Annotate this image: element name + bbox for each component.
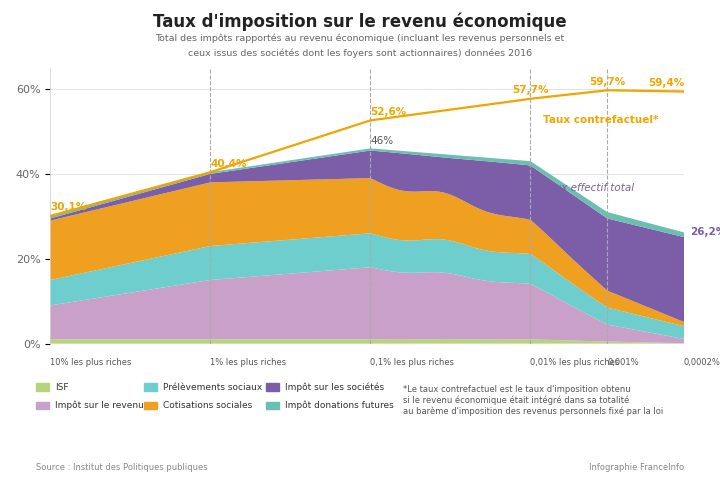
Text: 0,1% les plus riches: 0,1% les plus riches [370,359,454,367]
Text: *Le taux contrefactuel est le taux d'imposition obtenu
si le revenu économique é: *Le taux contrefactuel est le taux d'imp… [403,385,663,416]
Text: Total des impôts rapportés au revenu économique (incluant les revenus personnels: Total des impôts rapportés au revenu éco… [156,34,564,44]
Text: 57,7%: 57,7% [512,85,549,95]
Text: Cotisations sociales: Cotisations sociales [163,401,252,410]
Text: 1% les plus riches: 1% les plus riches [210,359,287,367]
Text: Impôt sur le revenu: Impôt sur le revenu [55,401,143,410]
Text: 0,001%: 0,001% [607,359,639,367]
Text: 40,4%: 40,4% [210,159,247,169]
Text: Taux effectif total: Taux effectif total [543,183,634,193]
Text: Prélèvements sociaux: Prélèvements sociaux [163,383,262,392]
Text: Source : Institut des Politiques publiques: Source : Institut des Politiques publiqu… [36,463,207,472]
Text: Infographie FranceInfo: Infographie FranceInfo [589,463,684,472]
Text: 59,7%: 59,7% [589,77,626,87]
Text: Taux contrefactuel*: Taux contrefactuel* [543,115,659,125]
Text: 10% les plus riches: 10% les plus riches [50,359,132,367]
Text: 0,01% les plus riches: 0,01% les plus riches [531,359,620,367]
Text: 0,0002%: 0,0002% [684,359,720,367]
Text: 26,2%: 26,2% [690,227,720,238]
Text: 30,1%: 30,1% [50,202,86,212]
Text: Impôt sur les sociétés: Impôt sur les sociétés [285,382,384,392]
Text: ISF: ISF [55,383,68,392]
Text: ceux issus des sociétés dont les foyers sont actionnaires) données 2016: ceux issus des sociétés dont les foyers … [188,48,532,58]
Text: Taux d'imposition sur le revenu économique: Taux d'imposition sur le revenu économiq… [153,12,567,30]
Text: 59,4%: 59,4% [648,78,684,88]
Text: 46%: 46% [370,136,394,146]
Text: Impôt donations futures: Impôt donations futures [285,401,394,410]
Text: 52,6%: 52,6% [370,107,407,117]
